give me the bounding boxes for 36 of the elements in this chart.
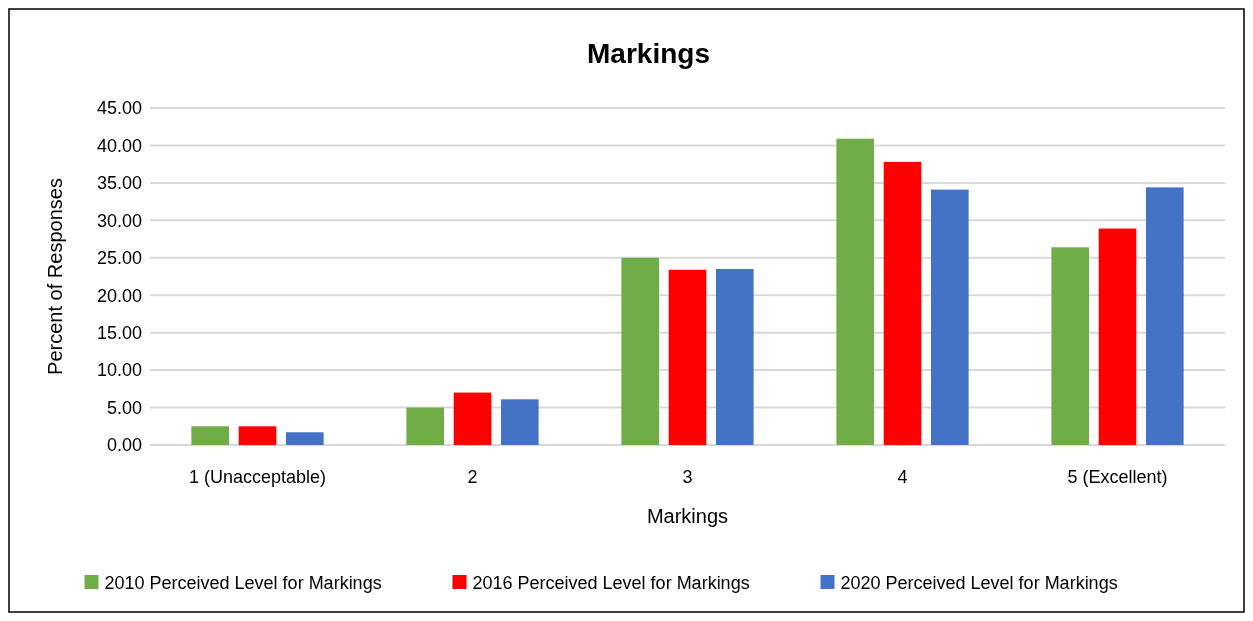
y-tick-label: 5.00 [106, 397, 142, 418]
bar [668, 269, 707, 445]
x-tick-label: 3 [682, 467, 693, 487]
bar [1051, 247, 1090, 445]
bar [621, 257, 660, 445]
legend-label: 2010 Perceived Level for Markings [104, 573, 382, 594]
x-tick-label: 5 (Excellent) [1067, 467, 1168, 487]
bar [500, 399, 539, 445]
y-tick-label: 30.00 [96, 210, 142, 231]
x-axis-title: Markings [646, 505, 729, 527]
y-tick-label: 45.00 [96, 98, 142, 119]
x-tick-label: 4 [897, 467, 908, 487]
x-tick-label: 2 [467, 467, 478, 487]
bar [715, 269, 754, 445]
y-axis-title: Percent of Responses [44, 178, 66, 375]
bar [191, 426, 230, 445]
legend-label: 2020 Perceived Level for Markings [840, 573, 1118, 594]
bar [406, 407, 445, 445]
bar [930, 189, 969, 445]
y-tick-label: 40.00 [96, 135, 142, 156]
legend-label: 2016 Perceived Level for Markings [472, 573, 750, 594]
y-tick-label: 35.00 [96, 173, 142, 194]
bar [883, 161, 922, 445]
bar [453, 392, 492, 445]
bar [836, 138, 875, 445]
bar [285, 432, 324, 445]
y-tick-label: 20.00 [96, 285, 142, 306]
bar [238, 426, 277, 445]
y-tick-label: 25.00 [96, 248, 142, 269]
x-tick-label: 1 (Unacceptable) [188, 467, 327, 487]
y-tick-label: 0.00 [106, 435, 142, 456]
y-tick-label: 10.00 [96, 360, 142, 381]
bar [1098, 228, 1137, 445]
y-tick-label: 15.00 [96, 322, 142, 343]
bar [1145, 187, 1184, 445]
chart-title: Markings [587, 38, 710, 69]
